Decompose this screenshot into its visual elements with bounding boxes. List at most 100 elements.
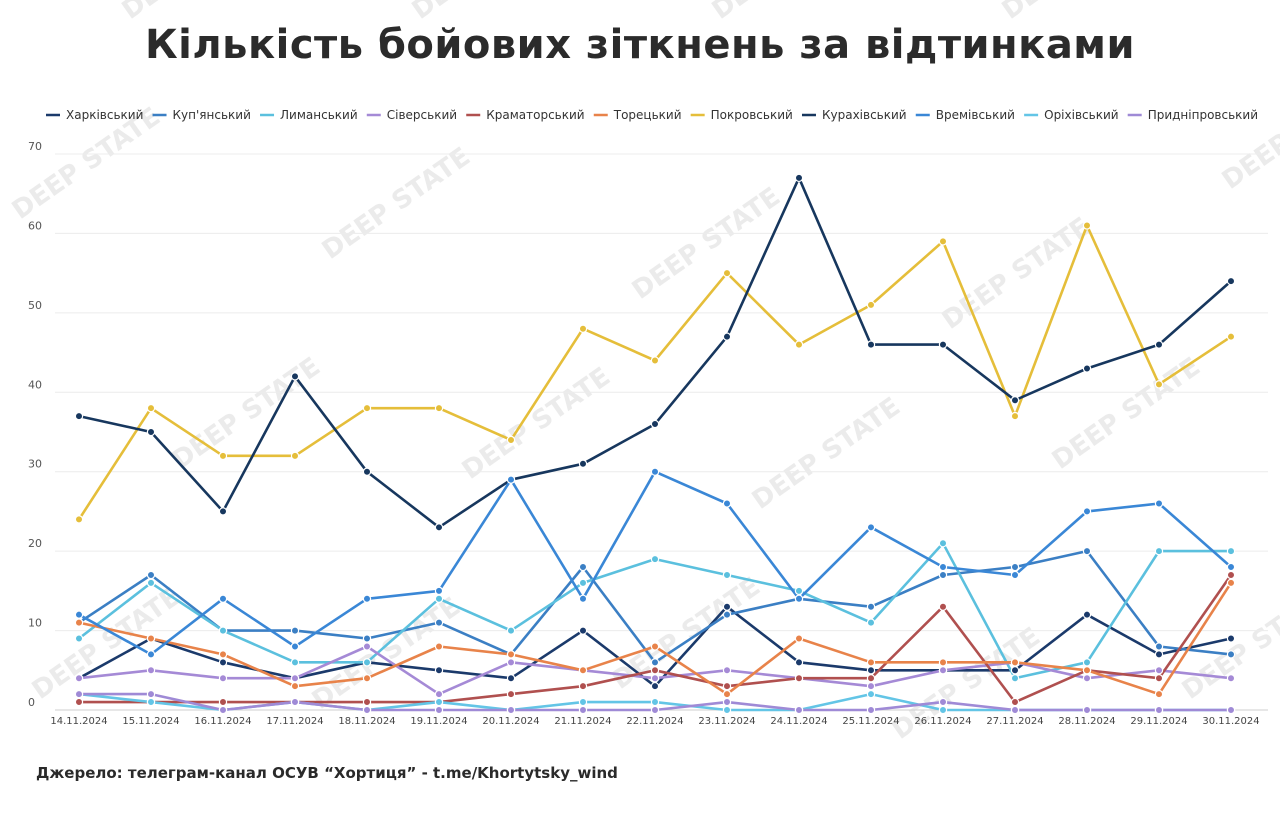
x-tick-label: 21.11.2024	[554, 716, 611, 727]
data-point	[1082, 546, 1092, 556]
data-point	[794, 674, 804, 683]
legend-item: Краматорський	[466, 108, 585, 122]
data-point	[722, 666, 732, 675]
data-point	[218, 705, 228, 715]
data-point	[866, 300, 876, 310]
data-point	[722, 332, 732, 341]
data-point	[794, 658, 804, 667]
data-point	[938, 602, 948, 611]
data-point	[1226, 562, 1236, 572]
data-point	[74, 674, 84, 683]
x-tick-label: 28.11.2024	[1058, 716, 1115, 727]
y-tick-label: 50	[28, 299, 42, 312]
y-tick-label: 70	[28, 140, 42, 153]
data-point	[290, 626, 300, 635]
data-point	[578, 705, 588, 715]
x-tick-label: 30.11.2024	[1202, 716, 1259, 727]
legend-item: Куп'янський	[152, 108, 251, 122]
y-tick-label: 20	[28, 537, 42, 550]
data-point	[1154, 642, 1164, 651]
data-point	[362, 634, 372, 643]
data-point	[506, 626, 516, 635]
legend-label: Покровський	[711, 108, 793, 122]
data-point	[146, 689, 156, 699]
data-point	[434, 594, 444, 604]
data-point	[794, 634, 804, 643]
data-point	[722, 268, 732, 278]
data-point	[290, 451, 300, 461]
data-point	[362, 642, 372, 651]
data-point	[506, 650, 516, 659]
data-point	[290, 372, 300, 381]
data-point	[290, 697, 300, 707]
x-tick-label: 26.11.2024	[914, 716, 971, 727]
data-point	[1010, 658, 1020, 667]
data-point	[938, 697, 948, 707]
data-point	[434, 697, 444, 707]
data-point	[1226, 578, 1236, 588]
data-point	[218, 674, 228, 683]
legend-item: Придніпровський	[1127, 108, 1258, 122]
x-tick-label: 17.11.2024	[266, 716, 323, 727]
data-point	[1010, 674, 1020, 683]
data-point	[1010, 562, 1020, 572]
data-point	[146, 578, 156, 588]
data-point	[866, 340, 876, 349]
data-point	[1010, 666, 1020, 675]
data-point	[578, 626, 588, 635]
data-point	[866, 681, 876, 691]
data-point	[1226, 650, 1236, 659]
data-point	[650, 666, 660, 675]
legend-label: Времівський	[936, 108, 1015, 122]
data-point	[1010, 396, 1020, 405]
data-point	[1154, 499, 1164, 508]
x-tick-label: 14.11.2024	[50, 716, 107, 727]
data-point	[794, 586, 804, 596]
legend-item: Курахівський	[801, 108, 907, 122]
x-tick-label: 27.11.2024	[986, 716, 1043, 727]
y-tick-label: 0	[28, 696, 35, 709]
data-point	[1010, 705, 1020, 715]
data-point	[722, 681, 732, 691]
legend-item: Сіверський	[366, 108, 457, 122]
legend-item: Торецький	[593, 108, 682, 122]
data-point	[434, 586, 444, 596]
data-point	[218, 697, 228, 707]
data-point	[794, 340, 804, 349]
data-point	[722, 499, 732, 508]
data-point	[650, 674, 660, 683]
data-point	[722, 705, 732, 715]
data-point	[938, 539, 948, 548]
data-point	[434, 618, 444, 627]
data-point	[290, 674, 300, 683]
data-point	[290, 681, 300, 691]
legend-label: Краматорський	[486, 108, 584, 122]
series-points	[74, 173, 1236, 715]
x-tick-label: 29.11.2024	[1130, 716, 1187, 727]
data-point	[938, 562, 948, 572]
legend-label: Сіверський	[387, 108, 457, 122]
data-point	[74, 515, 84, 524]
y-axis: 0 10 20 30 40 50 60 70	[28, 140, 42, 709]
data-point	[1154, 689, 1164, 699]
data-point	[866, 674, 876, 683]
data-point	[866, 689, 876, 699]
data-point	[506, 689, 516, 699]
legend-item: Оріхівський	[1024, 108, 1119, 122]
data-point	[1154, 666, 1164, 675]
data-point	[74, 697, 84, 707]
data-point	[218, 650, 228, 659]
data-point	[1082, 658, 1092, 667]
data-point	[938, 570, 948, 580]
data-point	[74, 411, 84, 421]
data-point	[1226, 570, 1236, 580]
data-point	[938, 237, 948, 246]
data-point	[434, 689, 444, 699]
x-axis: 14.11.2024 15.11.2024 16.11.2024 17.11.2024…	[50, 716, 1259, 727]
grid-lines	[55, 153, 1268, 711]
x-tick-label: 25.11.2024	[842, 716, 899, 727]
data-point	[290, 642, 300, 651]
data-point	[866, 618, 876, 627]
legend: Харківський Куп'янський Лиманський Сіверськ…	[46, 108, 1258, 122]
data-point	[506, 658, 516, 667]
